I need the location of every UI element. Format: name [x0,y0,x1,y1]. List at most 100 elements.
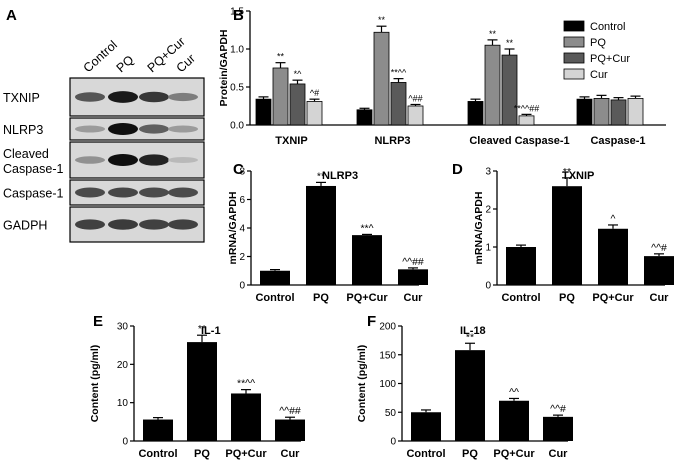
chart-title: NLRP3 [322,170,358,182]
significance-label: ** [563,166,571,178]
blot-band [139,91,169,103]
bar [455,350,485,441]
panel-letter-a: A [6,7,17,24]
y-tick-label: 20 [117,360,129,371]
bar [593,98,610,126]
bar [356,109,373,126]
bar [306,185,336,285]
y-tick-label: 8 [239,167,245,178]
legend-swatch [563,68,585,80]
x-tick-label: PQ+Cur [346,292,388,304]
significance-label: **^ [360,222,373,234]
bar [518,115,535,126]
chart-panel-d: 0 1 2 3 mRNA/GAPDH TXNIP Control ** PQ ^ PQ+Cur ^^#… [473,166,674,304]
significance-label: ** [466,331,474,343]
y-axis-label: Protein/GAPDH [218,29,230,106]
blot-band [75,219,105,230]
significance-label: ^^# [550,403,566,415]
blot-band [168,125,198,133]
y-tick-label: 150 [379,350,396,361]
blot-row-label-line: Caspase-1 [3,162,63,176]
y-tick-label: 0.0 [230,121,244,132]
chart-title: TXNIP [562,170,594,182]
x-tick-label: Cur [404,292,424,304]
y-axis-label: mRNA/GAPDH [227,192,239,265]
blot-band [139,124,169,134]
y-tick-label: 0 [122,437,128,448]
y-tick-label: 10 [117,398,129,409]
bar [255,98,272,126]
y-tick-label: 50 [385,408,397,419]
blot-row-label-line: NLRP3 [3,123,43,137]
panel-letter-d: D [452,161,463,178]
y-axis-label: mRNA/GAPDH [473,192,485,265]
y-tick-label: 4 [239,224,245,235]
blot-band [75,187,105,198]
blot-band [75,92,105,102]
y-axis-label: Content (pg/ml) [356,345,368,423]
lane-label: PQ [114,53,137,76]
chart-panel-c: 0 2 4 6 8 mRNA/GAPDH NLRP3 Control ** PQ **^ PQ+Cur… [227,167,428,304]
chart-panel-f: 0 50 100 150 200 Content (pg/ml) IL-18 Control *… [356,322,573,460]
blot-band [108,154,138,166]
bar [467,101,484,126]
x-tick-label: NLRP3 [374,135,410,147]
x-tick-label: Control [406,448,445,460]
blot-band [108,123,138,135]
significance-label: ^## [408,93,422,103]
chart-title: IL-1 [201,325,221,337]
blot-row-label: TXNIP [3,91,40,105]
legend-label: Control [590,21,625,33]
bar [306,101,323,126]
bar [231,393,261,441]
blot-band [168,156,198,164]
bar [187,342,217,441]
x-tick-label: PQ+Cur [225,448,267,460]
x-tick-label: PQ+Cur [592,292,634,304]
y-tick-label: 2 [239,252,245,263]
significance-label: ** [317,170,325,182]
chart-legend: Control PQ PQ+Cur Cur [563,20,630,81]
x-tick-label: PQ [559,292,575,304]
y-tick-label: 30 [117,322,129,333]
blot-band [75,156,105,164]
blot-row-label: NLRP3 [3,123,43,137]
x-tick-label: Control [255,292,294,304]
bar [644,256,674,285]
y-tick-label: 6 [239,195,245,206]
panel-letter-f: F [367,313,376,330]
legend-label: PQ+Cur [590,53,630,65]
x-tick-label: Control [501,292,540,304]
significance-label: ** [378,15,386,25]
x-tick-label: Cur [650,292,670,304]
x-tick-label: Control [138,448,177,460]
bar [143,419,173,441]
x-tick-label: PQ+Cur [493,448,535,460]
panel-letter-b: B [233,7,244,24]
x-tick-label: Cleaved Caspase-1 [469,135,569,147]
significance-label: ^^## [279,405,301,417]
legend-label: Cur [590,69,608,81]
bar [501,54,518,126]
bar [390,82,407,126]
y-tick-label: 200 [379,322,396,333]
significance-label: **^^ [237,378,255,390]
y-tick-label: 2 [485,205,491,216]
significance-label: ^# [310,88,319,98]
blot-band [108,91,138,103]
x-tick-label: Caspase-1 [590,135,645,147]
significance-label: ^^ [509,386,519,398]
blot-band [108,187,138,198]
blot-row-label: GADPH [3,219,47,233]
x-tick-label: PQ [462,448,478,460]
significance-label: ** [506,38,514,48]
panel-letter-e: E [93,313,103,330]
y-tick-label: 0 [485,281,491,292]
significance-label: **^^ [391,68,407,78]
bar [352,235,382,285]
bar [598,228,628,285]
y-tick-label: 100 [379,379,396,390]
blot-row-label: Cleaved Caspase-1 [3,147,63,176]
panel-letter-c: C [233,161,244,178]
